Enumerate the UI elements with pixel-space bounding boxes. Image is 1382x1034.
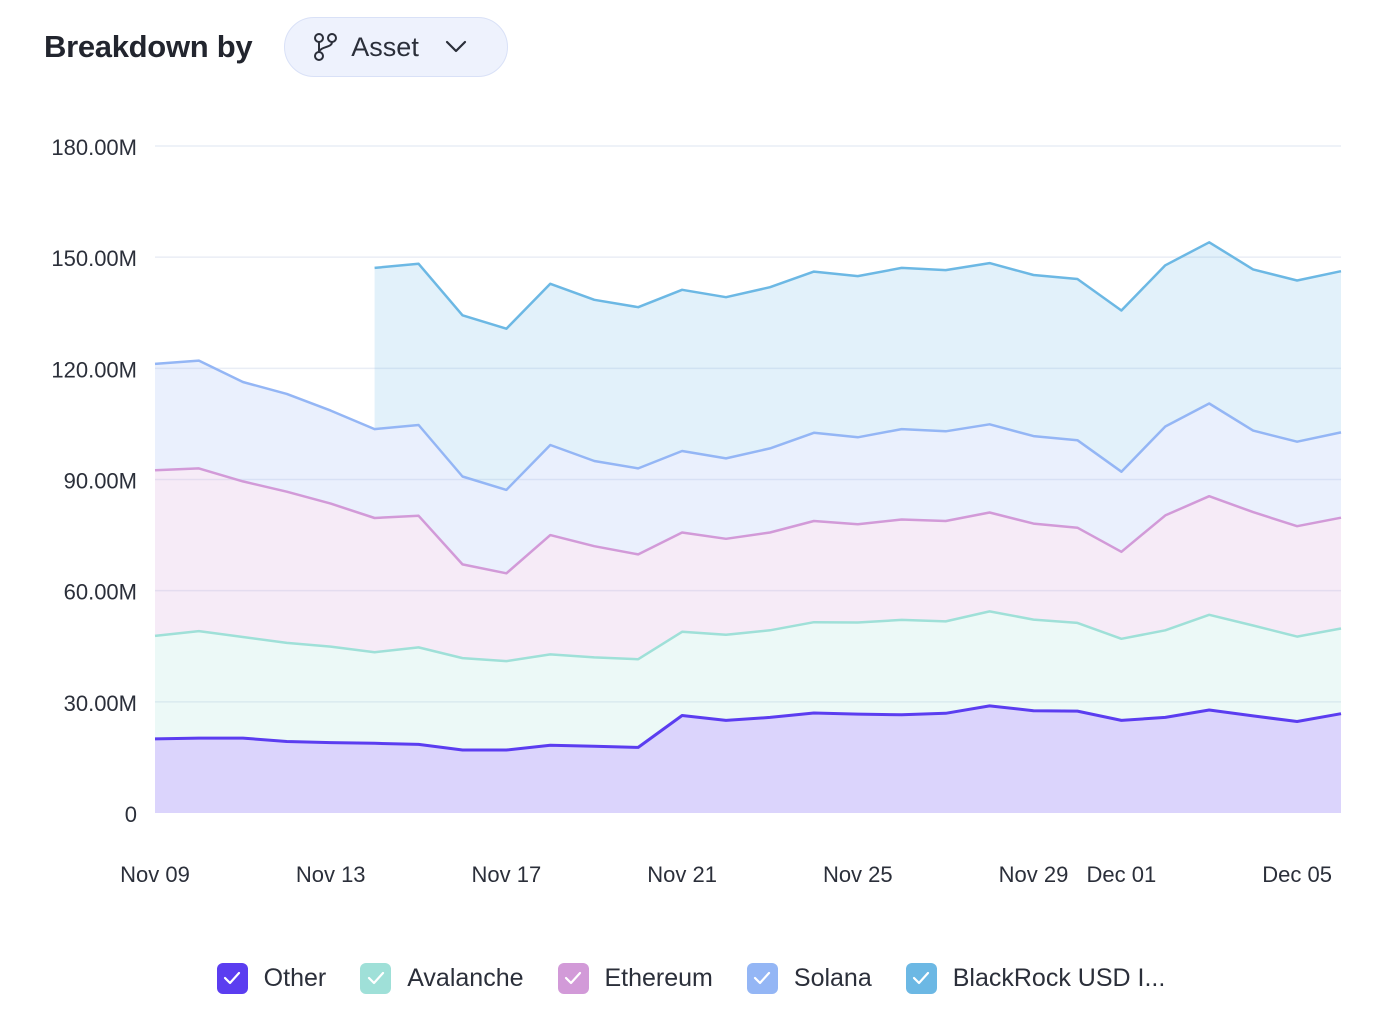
legend-label: Other — [263, 963, 327, 992]
grid-layer — [155, 145, 1341, 703]
checkbox-icon[interactable] — [216, 962, 248, 994]
x-tick-label: Nov 21 — [647, 862, 717, 887]
legend-label: Solana — [793, 963, 872, 992]
x-tick-label: Dec 01 — [1087, 862, 1157, 887]
y-tick-label: 90.00M — [64, 469, 137, 494]
chart-header: Breakdown by Asset — [44, 14, 509, 80]
legend-item-blackrock[interactable]: BlackRock USD I... — [905, 962, 1166, 994]
legend-item-other[interactable]: Other — [216, 962, 327, 994]
x-tick-label: Nov 13 — [296, 862, 366, 887]
legend-label: Avalanche — [407, 963, 524, 992]
series-line-ethereum — [154, 467, 1342, 575]
checkbox-icon[interactable] — [360, 962, 392, 994]
area-other — [155, 705, 1341, 813]
x-tick-label: Dec 05 — [1262, 862, 1332, 887]
line-layer — [154, 241, 1342, 752]
y-tick-label: 0 — [125, 802, 137, 827]
chart-svg: 0 30.00M 60.00M 90.00M 120.00M 150.00M 180.00M… — [51, 135, 1342, 887]
dropdown-value: Asset — [351, 31, 419, 62]
x-tick-label: Nov 17 — [472, 862, 542, 887]
y-tick-label: 150.00M — [51, 246, 137, 271]
area-layer — [155, 242, 1342, 813]
x-axis-ticks: Nov 09 Nov 13 Nov 17 Nov 21 Nov 25 Nov 29 Dec … — [120, 862, 1332, 887]
legend-item-ethereum[interactable]: Ethereum — [557, 962, 713, 994]
chevron-down-icon — [445, 40, 467, 54]
y-tick-label: 60.00M — [64, 580, 137, 605]
breakdown-dropdown[interactable]: Asset — [284, 17, 509, 77]
x-tick-label: Nov 25 — [823, 862, 893, 887]
legend-label: Ethereum — [604, 963, 713, 992]
branch-icon — [311, 32, 339, 62]
chart-legend: Other Avalanche Ethereum Solana BlackRock US… — [0, 955, 1382, 1001]
checkbox-icon[interactable] — [557, 962, 589, 994]
legend-item-solana[interactable]: Solana — [746, 962, 872, 994]
area-solana — [155, 360, 1341, 574]
x-tick-label: Nov 29 — [999, 862, 1069, 887]
breakdown-title: Breakdown by — [44, 29, 253, 64]
y-tick-label: 180.00M — [51, 135, 137, 160]
legend-label: BlackRock USD I... — [952, 963, 1166, 992]
series-line-avalanche — [154, 610, 1342, 663]
stacked-area-chart: 0 30.00M 60.00M 90.00M 120.00M 150.00M 180.00M… — [0, 100, 1382, 930]
area-ethereum — [155, 468, 1341, 662]
series-line-other — [154, 704, 1342, 752]
series-line-solana — [154, 359, 1342, 492]
checkbox-icon[interactable] — [905, 962, 937, 994]
x-tick-label: Nov 09 — [120, 862, 190, 887]
y-axis-ticks: 0 30.00M 60.00M 90.00M 120.00M 150.00M 180.00M — [51, 135, 137, 827]
y-tick-label: 120.00M — [51, 357, 137, 382]
y-tick-label: 30.00M — [64, 691, 137, 716]
area-avalanche — [155, 611, 1341, 750]
checkbox-icon[interactable] — [746, 962, 778, 994]
legend-item-avalanche[interactable]: Avalanche — [360, 962, 524, 994]
